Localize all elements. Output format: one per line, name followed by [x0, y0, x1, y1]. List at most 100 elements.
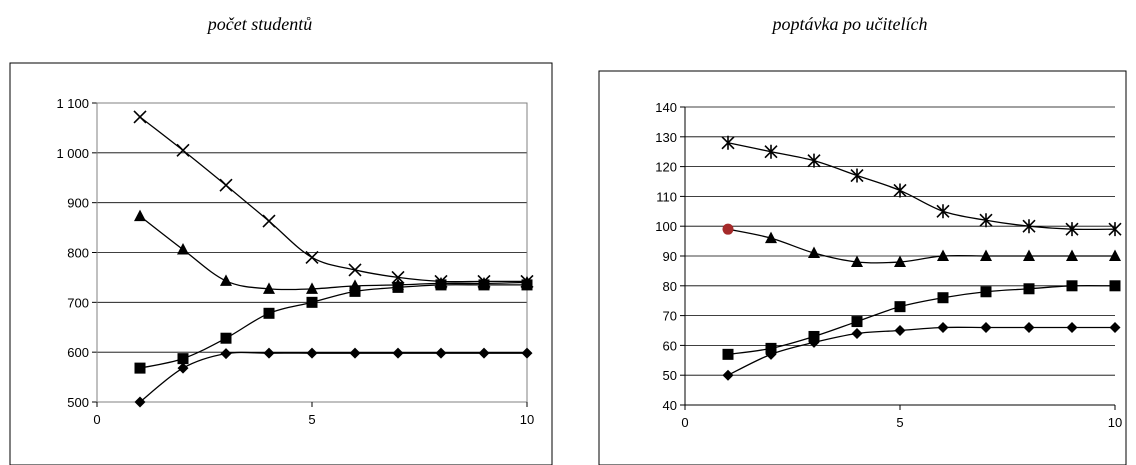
- chart0-series2-point3: [263, 307, 275, 319]
- chart1-series3-line: [727, 326, 1115, 376]
- chart1-series3-point8: [1066, 322, 1078, 334]
- chart1-series0-point1: [764, 144, 778, 159]
- chart1-ytick-label: 140: [655, 100, 677, 115]
- chart1-ytick-label: 60: [663, 338, 677, 353]
- chart1-series0-line: [727, 142, 1116, 231]
- chart0-series3-point4: [306, 347, 318, 359]
- chart1-ytick-label: 120: [655, 160, 677, 175]
- chart1-series0-point9: [1108, 222, 1122, 237]
- chart1-series1-point5: [937, 249, 949, 261]
- chart0-series3-point1: [177, 362, 189, 374]
- chart0-series3-point5: [349, 347, 361, 359]
- chart-title-students: počet studentů: [207, 14, 313, 34]
- chart0-ytick-label: 1 100: [56, 96, 89, 111]
- chart1-series2-point0: [722, 348, 734, 360]
- chart1-series3-point3: [851, 327, 863, 339]
- chart1-series3-point6: [980, 322, 992, 334]
- chart0-series0-point0: [133, 110, 147, 124]
- chart1-series2-point7: [1023, 283, 1035, 295]
- chart0-series2-point5: [349, 285, 361, 297]
- chart0-series0-point2: [219, 178, 233, 192]
- chart0-ytick-label: 700: [67, 295, 89, 310]
- chart1-series1-point3: [851, 255, 863, 267]
- chart0-series2-point1: [177, 353, 189, 365]
- chart0-ytick-label: 800: [67, 246, 89, 261]
- chart1-series2-line: [727, 284, 1116, 355]
- chart0-series0-point6: [391, 270, 405, 284]
- chart1-series0-point6: [979, 213, 993, 228]
- chart0-series2-point0: [134, 362, 146, 374]
- chart0-series2-line: [139, 284, 527, 369]
- chart1-series2-point3: [851, 316, 863, 328]
- chart0-series1-point3: [263, 282, 275, 294]
- chart0-series2-point2: [220, 332, 232, 344]
- chart1-ytick-label: 90: [663, 249, 677, 264]
- chart-frame-students: [9, 62, 553, 465]
- chart0-ytick-label: 900: [67, 196, 89, 211]
- chart1-series1-point8: [1066, 249, 1078, 261]
- chart0-xtick-label: 10: [520, 412, 534, 427]
- chart1-series2-point2: [808, 330, 820, 342]
- chart0-series0-point5: [348, 263, 362, 277]
- chart1-ytick-label: 100: [655, 219, 677, 234]
- chart1-series3-point1: [765, 348, 777, 360]
- chart1-series3-point9: [1109, 322, 1121, 334]
- chart1-series1-point7: [1023, 249, 1035, 261]
- chart1-series2-point1: [765, 342, 777, 354]
- chart0-series2-point9: [521, 279, 533, 291]
- chart0-series3-point2: [220, 348, 232, 360]
- chart1-ytick-label: 50: [663, 368, 677, 383]
- chart1-xtick-label: 0: [681, 415, 688, 430]
- chart0-series0-point1: [176, 143, 190, 157]
- chart1-series1-point9: [1109, 249, 1121, 261]
- chart1-series0-point8: [1065, 222, 1079, 237]
- chart1-ytick-label: 40: [663, 398, 677, 413]
- chart1-series0-point5: [936, 204, 950, 219]
- chart1-series2-point4: [894, 301, 906, 313]
- chart1-ytick-label: 80: [663, 279, 677, 294]
- chart1-series3-point0: [722, 369, 734, 381]
- chart0-series3-point8: [478, 347, 490, 359]
- chart-title-teachers: poptávka po učitelích: [772, 14, 928, 34]
- chart0-series2-point4: [306, 296, 318, 308]
- chart0-series3-point7: [435, 347, 447, 359]
- chart1-series1-line: [727, 228, 1115, 264]
- chart1-series1-point4: [894, 255, 906, 267]
- chart1-xtick-label: 10: [1108, 415, 1122, 430]
- chart0-ytick-label: 500: [67, 395, 89, 410]
- chart1-ytick-label: 110: [656, 189, 677, 204]
- chart1-series0-point2: [807, 153, 821, 168]
- chart1-series3-point4: [894, 325, 906, 336]
- chart0-series1-point1: [177, 243, 189, 255]
- chart0-series0-line: [139, 116, 527, 283]
- chart0-series1-point2: [220, 274, 232, 286]
- chart1-series0-point7: [1022, 219, 1036, 234]
- chart0-series2-point6: [392, 281, 404, 293]
- chart1-series2-point8: [1066, 280, 1078, 292]
- chart1-series3-point5: [937, 322, 949, 334]
- chart0-series3-point0: [134, 396, 146, 408]
- chart0-series3-point3: [263, 347, 275, 359]
- chart0-series1-line: [139, 215, 528, 291]
- chart1-xtick-label: 5: [896, 415, 903, 430]
- chart0-series1-point4: [306, 282, 318, 294]
- chart1-series1-point2: [808, 246, 820, 259]
- chart0-series0-point3: [262, 214, 276, 228]
- chart1-series2-point5: [937, 292, 949, 304]
- chart0-series1-point0: [134, 209, 146, 222]
- chart1-series0-point3: [850, 168, 864, 183]
- chart1-series3-point2: [808, 336, 820, 348]
- chart0-series0-point4: [305, 250, 319, 265]
- chart1-series0-point4: [893, 183, 907, 198]
- chart0-xtick-label: 0: [93, 412, 100, 427]
- chart1-ytick-label: 130: [655, 130, 677, 145]
- chart0-series3-line: [139, 351, 527, 403]
- chart1-series0-point0: [721, 135, 735, 150]
- chart1-series3-point7: [1023, 322, 1035, 334]
- chart0-series2-point8: [478, 279, 490, 291]
- chart1-series1-point1: [765, 231, 777, 244]
- chart1-ytick-label: 70: [663, 309, 677, 324]
- chart1-series1-point6: [980, 249, 992, 261]
- chart0-xtick-label: 5: [308, 412, 315, 427]
